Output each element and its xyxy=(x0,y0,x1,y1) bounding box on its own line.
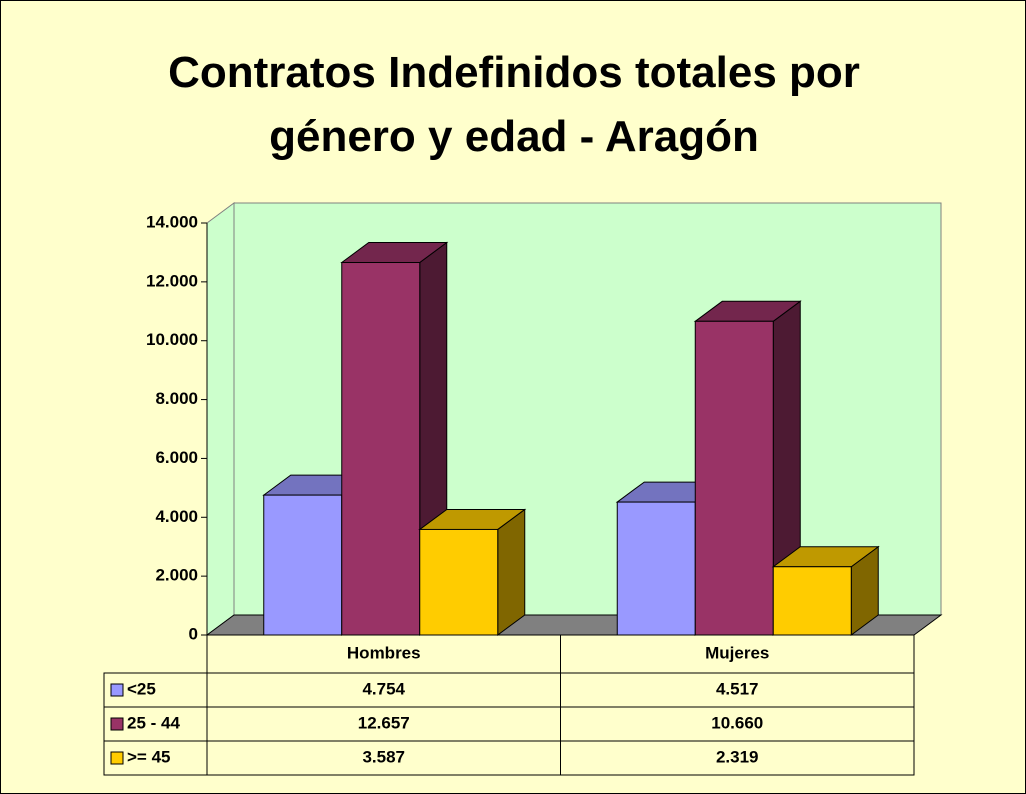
bar xyxy=(341,262,421,636)
table-value: 4.754 xyxy=(362,679,405,698)
bar xyxy=(772,566,852,636)
table-value: 10.660 xyxy=(711,713,763,732)
y-tick-label: 4.000 xyxy=(155,507,198,526)
legend-label: 25 - 44 xyxy=(127,713,180,732)
y-tick-label: 10.000 xyxy=(146,330,198,349)
bar xyxy=(616,501,696,636)
legend-swatch xyxy=(110,751,124,765)
y-tick-label: 2.000 xyxy=(155,566,198,585)
y-tick-label: 0 xyxy=(189,624,198,643)
y-tick-label: 12.000 xyxy=(146,271,198,290)
table-header: Mujeres xyxy=(705,643,769,662)
table-value: 12.657 xyxy=(358,713,410,732)
table-value: 2.319 xyxy=(716,747,759,766)
legend-swatch xyxy=(110,717,124,731)
bar xyxy=(419,528,499,636)
side-wall xyxy=(206,202,235,636)
y-tick-label: 14.000 xyxy=(146,212,198,231)
y-tick-label: 8.000 xyxy=(155,389,198,408)
bar xyxy=(694,320,774,636)
table-value: 4.517 xyxy=(716,679,759,698)
legend-label: >= 45 xyxy=(127,747,171,766)
legend-swatch xyxy=(110,683,124,697)
table-value: 3.587 xyxy=(362,747,405,766)
legend-label: <25 xyxy=(127,679,156,698)
y-tick-label: 6.000 xyxy=(155,448,198,467)
bar-side xyxy=(497,508,526,636)
table-header: Hombres xyxy=(347,643,421,662)
chart-title: Contratos Indefinidos totales por género… xyxy=(168,48,860,161)
bar xyxy=(263,494,343,636)
